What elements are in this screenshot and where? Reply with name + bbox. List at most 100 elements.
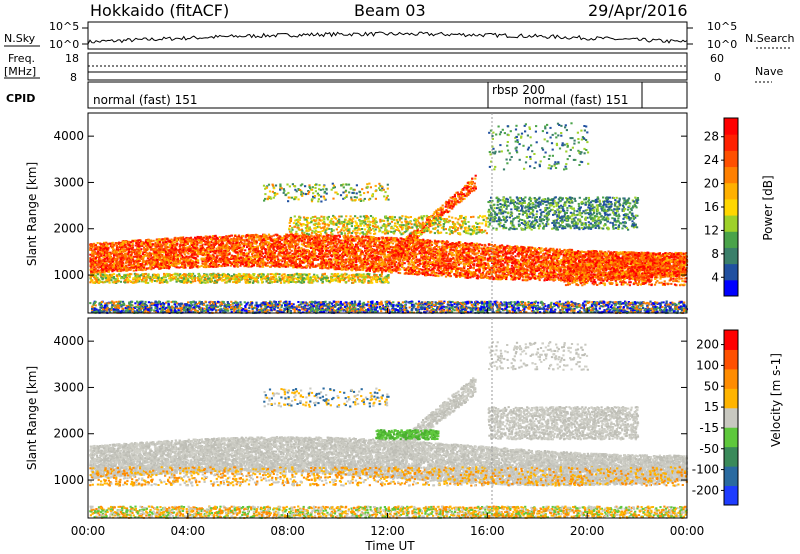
echo-cell [184, 267, 186, 269]
nsky-label: N.Sky [4, 32, 36, 45]
nsky-strip [82, 22, 693, 49]
echo-cell [309, 240, 311, 242]
cpid-segment-1: normal (fast) 151 [93, 93, 197, 107]
echo-cell [538, 274, 540, 276]
echo-cell [525, 257, 527, 259]
echo-cell [214, 250, 216, 252]
echo-cell [196, 244, 198, 246]
nsearch-label: N.Search [745, 32, 795, 45]
echo-cell [214, 252, 216, 254]
echo-cell [439, 258, 441, 260]
echo-cell [251, 265, 253, 267]
echo-cell [219, 254, 221, 256]
echo-cell [259, 244, 261, 246]
echo-cell [560, 261, 562, 263]
freq-tick-top: 18 [65, 52, 79, 65]
echo-cell [339, 267, 341, 269]
echo-cell [135, 269, 137, 271]
echo-cell [161, 254, 163, 256]
echo-cell [351, 269, 353, 271]
cpid-label: CPID [6, 92, 35, 105]
echo-cell [254, 246, 256, 248]
nsky-right-tick-bottom: 10^0 [707, 38, 737, 51]
echo-cell [479, 247, 481, 249]
echo-cell [256, 254, 258, 256]
echo-cell [170, 254, 172, 256]
echo-cell [511, 265, 513, 267]
echo-cell [352, 266, 354, 268]
nsky-tick-bottom: 10^0 [49, 38, 79, 51]
echo-cell [434, 254, 436, 256]
echo-cell [404, 262, 406, 264]
echo-cell [282, 258, 284, 260]
echo-cell [430, 246, 432, 248]
echo-cell [260, 242, 262, 244]
echo-cell [184, 253, 186, 255]
echo-cell [125, 265, 127, 267]
nsky-tick-top: 10^5 [49, 20, 79, 33]
echo-cell [400, 237, 402, 239]
echo-cell [417, 264, 419, 266]
echo-cell [497, 278, 499, 280]
nsky-trace [88, 32, 687, 44]
echo-cell [378, 256, 380, 258]
echo-cell [342, 240, 344, 242]
echo-cell [535, 265, 537, 267]
echo-cell [294, 241, 296, 243]
nave-label: Nave [755, 65, 783, 78]
echo-cell [243, 245, 245, 247]
radar-title: Hokkaido (fitACF) [90, 1, 229, 20]
echo-cell [253, 240, 255, 242]
echo-cell [470, 245, 472, 247]
echo-cell [340, 267, 342, 269]
echo-cell [142, 253, 144, 255]
freq-unit: [MHz] [4, 65, 36, 78]
echo-cell [227, 245, 229, 247]
echo-cell [244, 249, 246, 251]
echo-cell [134, 260, 136, 262]
beam-title: Beam 03 [354, 1, 426, 20]
echo-cell [374, 271, 376, 273]
echo-cell [226, 242, 228, 244]
echo-cell [297, 255, 299, 257]
echo-cell [239, 247, 241, 249]
echo-cell [268, 234, 270, 236]
echo-cell [133, 270, 135, 272]
echo-cell [477, 275, 479, 277]
echo-cell [201, 265, 203, 267]
echo-cell [333, 258, 335, 260]
cpid-segment-3: normal (fast) 151 [524, 93, 628, 107]
echo-cell [433, 259, 435, 261]
echo-cell [410, 272, 412, 274]
echo-cell [391, 266, 393, 268]
echo-cell [414, 242, 416, 244]
echo-cell [118, 270, 120, 272]
echo-cell [282, 265, 284, 267]
nsky-right-tick-top: 10^5 [707, 20, 737, 33]
nave-tick-bottom: 0 [714, 71, 721, 84]
echo-cell [261, 266, 263, 268]
echo-cell [431, 272, 433, 274]
date-title: 29/Apr/2016 [588, 1, 688, 20]
echo-cell [154, 266, 156, 268]
echo-cell [445, 276, 447, 278]
echo-cell [376, 240, 378, 242]
echo-cell [206, 266, 208, 268]
echo-cell [546, 268, 548, 270]
echo-cell [258, 239, 260, 241]
echo-cell [341, 263, 343, 265]
echo-cell [98, 267, 100, 269]
echo-cell [231, 235, 233, 237]
echo-cell [407, 266, 409, 268]
echo-cell [625, 252, 627, 254]
echo-cell [332, 246, 334, 248]
nave-tick-top: 60 [710, 52, 724, 65]
echo-cell [419, 262, 421, 264]
freq-tick-bottom: 8 [70, 71, 77, 84]
echo-cell [475, 256, 477, 258]
echo-cell [435, 257, 437, 259]
echo-cell [381, 239, 383, 241]
echo-cell [113, 263, 115, 265]
echo-cell [561, 251, 563, 253]
